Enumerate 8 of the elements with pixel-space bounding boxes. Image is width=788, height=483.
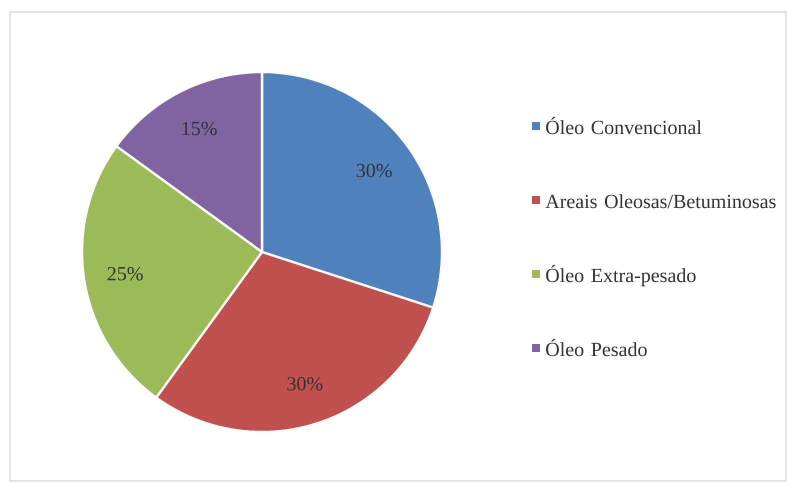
data-label: 30% bbox=[356, 164, 392, 178]
data-label: 25% bbox=[108, 266, 143, 280]
data-label: 30% bbox=[287, 377, 322, 391]
legend-label: Areais Oleosas/Betuminosas bbox=[545, 194, 776, 208]
legend-label: Óleo Pesado bbox=[546, 338, 647, 356]
legend-label: Óleo Convencional bbox=[546, 116, 702, 134]
data-label: 15% bbox=[182, 122, 217, 136]
legend-label: Óleo Extra-pesado bbox=[546, 264, 696, 286]
